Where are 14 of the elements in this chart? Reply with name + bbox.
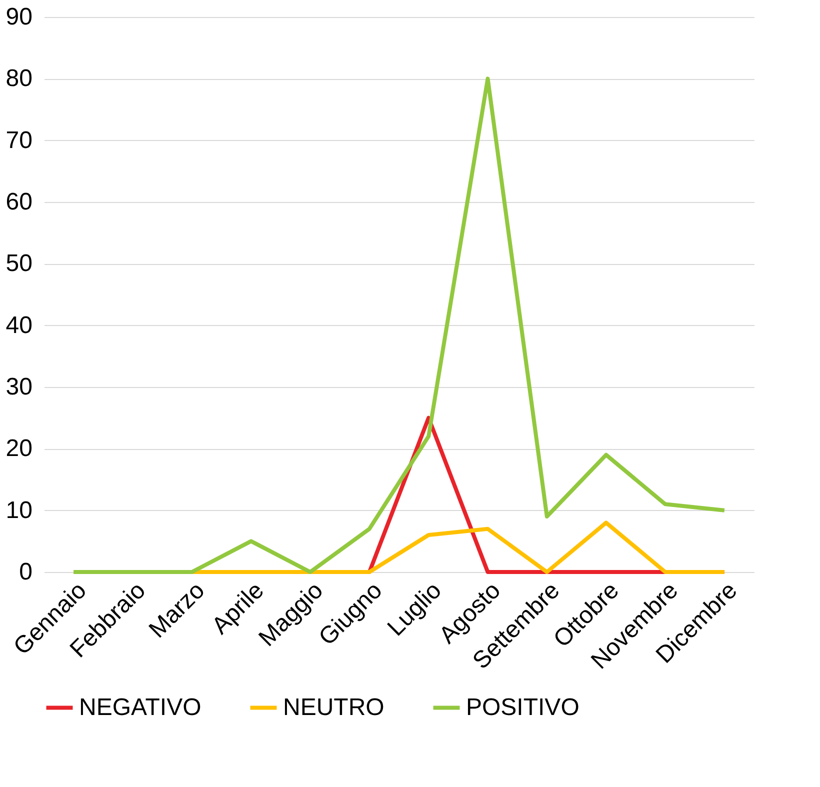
legend-label: NEUTRO [283, 694, 384, 721]
y-tick-label: 50 [6, 250, 32, 278]
y-tick-label: 80 [6, 65, 32, 92]
y-tick-label: 40 [6, 312, 32, 339]
y-tick-label: 90 [6, 4, 32, 30]
line-series [72, 76, 726, 574]
y-tick-label: 20 [6, 435, 32, 462]
y-tick-label: 70 [6, 126, 32, 154]
y-tick-label: 30 [6, 374, 32, 400]
y-tick-label: 60 [6, 188, 32, 216]
y-tick-label: 10 [6, 496, 32, 524]
y-tick-label: 0 [19, 558, 32, 586]
legend-label: NEGATIVO [79, 694, 202, 721]
legend-label: POSITIVO [466, 694, 580, 721]
